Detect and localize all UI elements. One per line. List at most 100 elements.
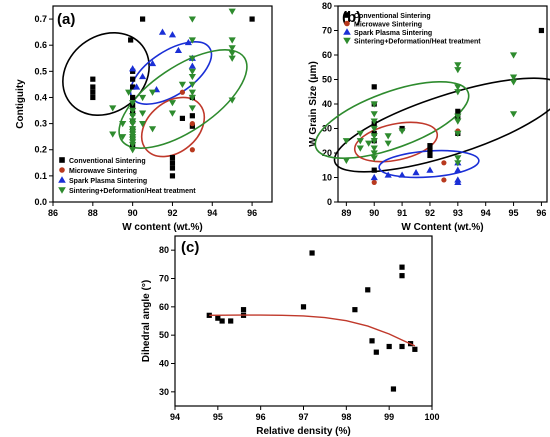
data-point xyxy=(148,126,157,133)
legend-label: Sintering+Deformation/Heat treatment xyxy=(354,39,481,46)
data-point xyxy=(441,160,447,166)
y-tick-label: 0.6 xyxy=(34,40,47,50)
data-point xyxy=(228,8,236,15)
data-point xyxy=(371,179,377,185)
data-point xyxy=(188,55,196,62)
data-point xyxy=(370,155,378,162)
plot-frame xyxy=(52,5,273,203)
legend-marker xyxy=(58,187,66,194)
data-point xyxy=(509,52,518,59)
data-point xyxy=(129,141,137,149)
legend-label: Sintering+Deformation/Heat treatment xyxy=(69,188,196,195)
y-tick-label: 0.0 xyxy=(34,197,47,207)
data-point xyxy=(169,154,176,161)
y-axis-label: W Grain Size (μm) xyxy=(308,61,319,147)
y-tick-label: 0.5 xyxy=(34,66,47,76)
x-tick-label: 92 xyxy=(425,208,435,218)
y-tick-label: 10 xyxy=(322,173,332,183)
data-point xyxy=(179,89,186,95)
data-point xyxy=(454,113,462,120)
data-point xyxy=(119,121,127,128)
data-point xyxy=(129,65,137,72)
data-point xyxy=(454,84,462,91)
y-tick-label: 70 xyxy=(322,26,332,36)
data-point xyxy=(128,37,134,43)
y-tick-label: 0.7 xyxy=(34,14,47,24)
x-tick-label: 99 xyxy=(384,412,394,422)
data-point xyxy=(219,318,225,324)
data-point xyxy=(399,343,405,350)
data-point xyxy=(184,38,192,46)
legend-label: Microwave Sintering xyxy=(354,22,422,29)
data-point xyxy=(119,134,127,141)
x-tick-label: 91 xyxy=(397,208,407,218)
x-tick-label: 93 xyxy=(453,208,463,218)
data-point xyxy=(129,113,137,120)
data-point xyxy=(188,81,196,88)
y-tick-label: 50 xyxy=(159,330,169,340)
data-point xyxy=(370,118,378,125)
data-point xyxy=(109,131,117,138)
legend-marker xyxy=(59,167,65,173)
data-point xyxy=(133,83,141,90)
group-ellipse xyxy=(314,80,470,160)
x-tick-label: 90 xyxy=(369,208,379,218)
data-point xyxy=(188,37,196,44)
legend-label: Spark Plasma Sintering xyxy=(69,178,147,185)
data-point xyxy=(129,147,137,154)
data-point xyxy=(412,346,418,352)
data-point xyxy=(509,74,518,81)
data-point xyxy=(370,101,378,108)
data-point xyxy=(249,16,255,22)
x-tick-label: 96 xyxy=(536,208,546,218)
data-point xyxy=(356,138,364,145)
data-point xyxy=(398,128,406,135)
data-point xyxy=(139,16,146,22)
data-point xyxy=(240,307,247,313)
data-point xyxy=(356,145,364,152)
data-point xyxy=(300,304,307,310)
data-point xyxy=(454,118,462,125)
data-point xyxy=(309,250,315,256)
data-point xyxy=(189,121,195,127)
data-point xyxy=(169,165,176,171)
y-axis-label: Dihedral angle (°) xyxy=(141,280,152,362)
x-tick-label: 94 xyxy=(170,412,180,422)
data-point xyxy=(352,307,358,313)
data-point xyxy=(138,94,147,102)
data-point xyxy=(138,110,147,117)
y-tick-label: 0.2 xyxy=(34,145,47,155)
data-point xyxy=(188,73,196,81)
data-point xyxy=(129,121,137,128)
group-ellipse xyxy=(118,49,248,149)
x-tick-label: 94 xyxy=(481,208,491,218)
data-point xyxy=(454,155,462,162)
data-point xyxy=(90,84,96,90)
data-point xyxy=(188,105,196,112)
x-tick-label: 86 xyxy=(48,208,58,218)
data-point xyxy=(454,178,462,185)
data-point xyxy=(384,171,392,178)
y-tick-label: 50 xyxy=(322,75,332,85)
x-tick-label: 92 xyxy=(167,208,177,218)
data-point xyxy=(228,97,236,104)
data-point xyxy=(188,62,196,69)
data-point xyxy=(427,147,433,154)
data-point xyxy=(398,171,406,178)
data-point xyxy=(370,111,378,118)
data-point xyxy=(454,67,462,74)
data-point xyxy=(90,89,96,95)
y-tick-label: 0 xyxy=(327,197,332,207)
data-point xyxy=(138,121,147,128)
group-ellipse xyxy=(140,96,206,158)
data-point xyxy=(109,105,117,112)
x-tick-label: 100 xyxy=(424,412,439,422)
data-point xyxy=(189,113,195,119)
legend-label: Conventional Sintering xyxy=(354,13,431,20)
y-tick-label: 30 xyxy=(322,124,332,134)
data-point xyxy=(342,138,350,145)
data-point xyxy=(168,31,177,38)
data-point xyxy=(384,140,392,147)
data-point xyxy=(188,16,196,23)
